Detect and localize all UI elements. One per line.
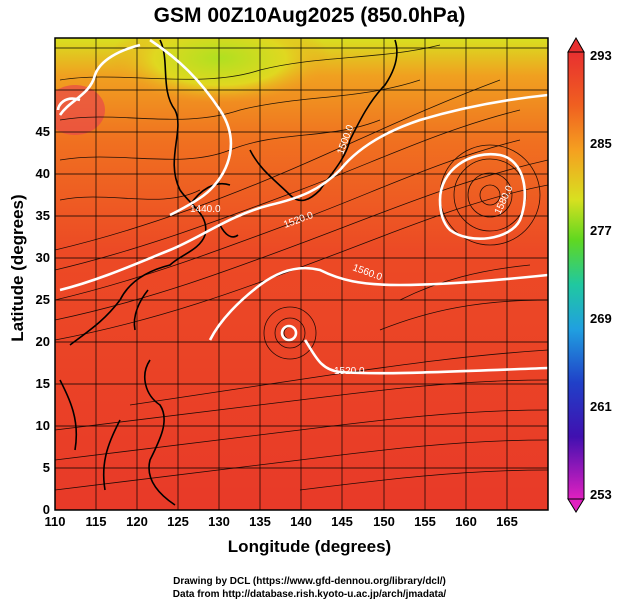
colorbar-bottom-arrow	[567, 498, 585, 513]
y-tick: 45	[36, 124, 50, 139]
colorbar-label: 253	[590, 487, 612, 502]
x-tick: 150	[373, 514, 395, 529]
cool-patch	[110, 38, 330, 103]
grid-lines	[55, 38, 548, 510]
colorbar-label: 277	[590, 223, 612, 238]
x-tick: 110	[45, 514, 66, 529]
colorbar-label: 293	[590, 48, 612, 63]
contour-label: 1440.0	[190, 204, 221, 215]
y-tick: 30	[36, 250, 50, 265]
y-tick: 35	[36, 208, 50, 223]
colorbar-label: 285	[590, 136, 612, 151]
y-tick: 10	[36, 418, 50, 433]
x-tick: 115	[86, 514, 107, 529]
warm-patch	[55, 85, 105, 135]
contour-label: 1520.0	[334, 366, 365, 377]
x-tick: 125	[167, 514, 189, 529]
y-tick: 0	[43, 502, 50, 517]
y-tick: 5	[43, 460, 50, 475]
map-plot-area	[55, 38, 548, 510]
colorbar-top-arrow	[567, 36, 585, 53]
map-title: GSM 00Z10Aug2025 (850.0hPa)	[153, 4, 466, 27]
x-tick: 135	[249, 514, 271, 529]
y-tick: 40	[36, 166, 50, 181]
y-tick: 15	[36, 376, 50, 391]
geopotential-contours	[56, 38, 548, 375]
colorbar-labels: 293 285 277 269 261 253	[590, 48, 612, 502]
plot-frame	[54, 37, 549, 511]
y-tick: 20	[36, 334, 50, 349]
y-tick-labels: 0 5 10 15 20 25 30 35 40 45	[36, 124, 50, 517]
credit-data: Data from http://database.rish.kyoto-u.a…	[172, 589, 447, 600]
x-tick: 160	[455, 514, 477, 529]
x-tick: 145	[331, 514, 353, 529]
x-tick-labels: 110 115 120 125 130 135 140 145 150 155 …	[45, 514, 518, 529]
colorbar-label: 261	[590, 399, 612, 414]
colorbar-label: 269	[590, 311, 612, 326]
colorbar: 293 285 277 269 261 253	[567, 36, 612, 513]
x-tick: 155	[414, 514, 436, 529]
colorbar-scale	[567, 51, 585, 500]
y-tick: 25	[36, 292, 50, 307]
x-tick: 120	[126, 514, 148, 529]
x-tick: 140	[290, 514, 312, 529]
credit-drawing: Drawing by DCL (https://www.gfd-dennou.o…	[173, 576, 446, 587]
x-tick: 165	[496, 514, 518, 529]
x-axis-title: Longitude (degrees)	[227, 537, 392, 556]
x-tick: 130	[208, 514, 230, 529]
